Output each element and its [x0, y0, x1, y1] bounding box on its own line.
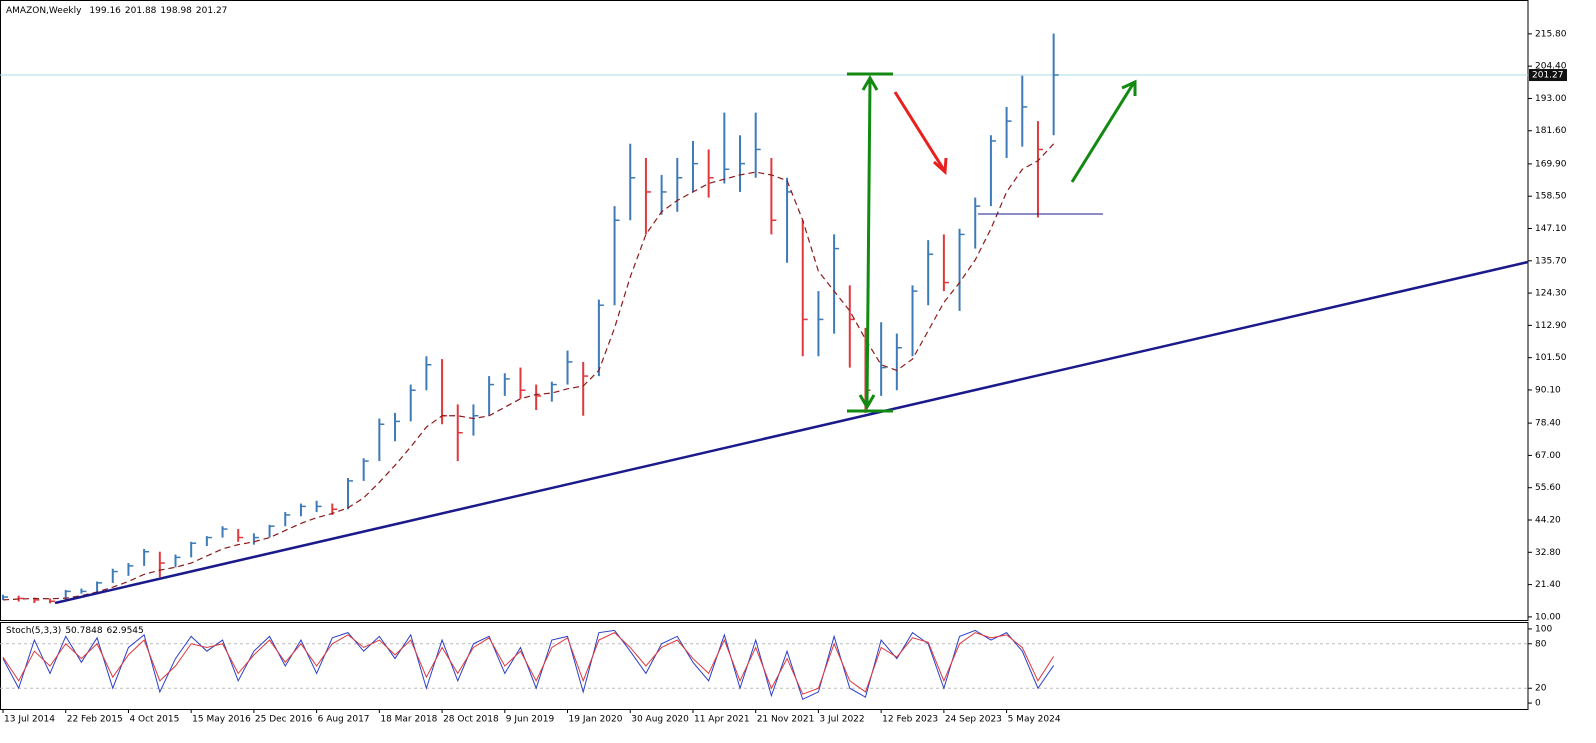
main-pane	[0, 0, 1529, 621]
arrow-head	[1121, 79, 1137, 96]
stoch-line	[2, 629, 1055, 701]
x-tick-label: 25 Dec 2016	[255, 715, 313, 725]
arrow-head	[932, 157, 948, 176]
x-tick-label: 4 Oct 2015	[129, 715, 179, 725]
x-tick-label: 5 May 2024	[1008, 715, 1061, 725]
header-value: 50.7848	[65, 626, 102, 636]
x-tick-label: 9 Jun 2019	[506, 715, 555, 725]
chart-title: AMAZON,Weekly 199.16 201.88 198.98 201.27	[6, 6, 227, 16]
y-tick-label: 78.40	[1535, 419, 1561, 429]
header-value: 62.9545	[107, 626, 144, 636]
annotations	[54, 72, 1529, 605]
x-tick-label: 28 Oct 2018	[443, 715, 499, 725]
stoch-pane	[0, 622, 1529, 710]
y-tick-label: 158.50	[1535, 192, 1567, 202]
x-tick-label: 30 Aug 2020	[631, 715, 689, 725]
y-tick-label: 193.00	[1535, 94, 1567, 104]
x-tick-label: 21 Nov 2021	[757, 715, 815, 725]
y-tick-label: 20	[1535, 684, 1547, 694]
y-tick-label: 135.70	[1535, 256, 1567, 266]
y-tick-label: 80	[1535, 639, 1547, 649]
y-tick-label: 112.90	[1535, 321, 1567, 331]
x-tick-label: 15 May 2016	[192, 715, 251, 725]
y-tick-label: 67.00	[1535, 451, 1561, 461]
y-tick-label: 124.30	[1535, 289, 1567, 299]
arrow-head	[858, 394, 876, 410]
x-tick-label: 24 Sep 2023	[945, 715, 1002, 725]
y-tick-label: 215.80	[1535, 29, 1567, 39]
x-tick-label: 12 Feb 2023	[882, 715, 938, 725]
price-tag-label: 201.27	[1532, 71, 1564, 81]
trend-line	[54, 260, 1529, 605]
y-tick-label: 32.80	[1535, 548, 1561, 558]
x-tick-label: 3 Jul 2022	[819, 715, 864, 725]
y-tick-label: 100	[1535, 624, 1552, 634]
x-tick-label: 13 Jul 2014	[4, 715, 55, 725]
y-tick-label: 44.20	[1535, 515, 1561, 525]
x-tick-label: 18 Mar 2018	[380, 715, 437, 725]
y-tick-label: 169.90	[1535, 159, 1567, 169]
x-tick-label: 11 Apr 2021	[694, 715, 750, 725]
y-tick-label: 101.50	[1535, 353, 1567, 363]
moving-average	[2, 143, 1055, 601]
stoch-line	[2, 632, 1055, 695]
symbol: AMAZON,Weekly	[6, 6, 82, 16]
stoch-title: Stoch(5,3,3) 50.7848 62.9545	[6, 626, 144, 636]
y-tick-label: 0	[1535, 699, 1541, 709]
up-arrow	[1070, 83, 1135, 183]
x-tick-label: 22 Feb 2015	[67, 715, 123, 725]
y-tick-label: 55.60	[1535, 483, 1561, 493]
y-tick-label: 204.40	[1535, 62, 1567, 72]
x-tick-label: 19 Jan 2020	[569, 715, 623, 725]
header-value: 199.16	[89, 6, 121, 16]
y-tick-label: 181.60	[1535, 126, 1567, 136]
arrow-head	[861, 75, 879, 91]
y-tick-label: 21.40	[1535, 580, 1561, 590]
header-value: 198.98	[160, 6, 192, 16]
y-tick-label: 90.10	[1535, 385, 1561, 395]
indicator: Stoch(5,3,3)	[6, 626, 61, 636]
measure-line	[865, 79, 872, 406]
header-value: 201.88	[125, 6, 157, 16]
y-tick-label: 10.00	[1535, 612, 1561, 622]
price-tag	[1529, 69, 1567, 82]
down-arrow	[893, 91, 946, 171]
x-tick-label: 6 Aug 2017	[318, 715, 370, 725]
y-tick-label: 147.10	[1535, 224, 1567, 234]
header-value: 201.27	[196, 6, 228, 16]
